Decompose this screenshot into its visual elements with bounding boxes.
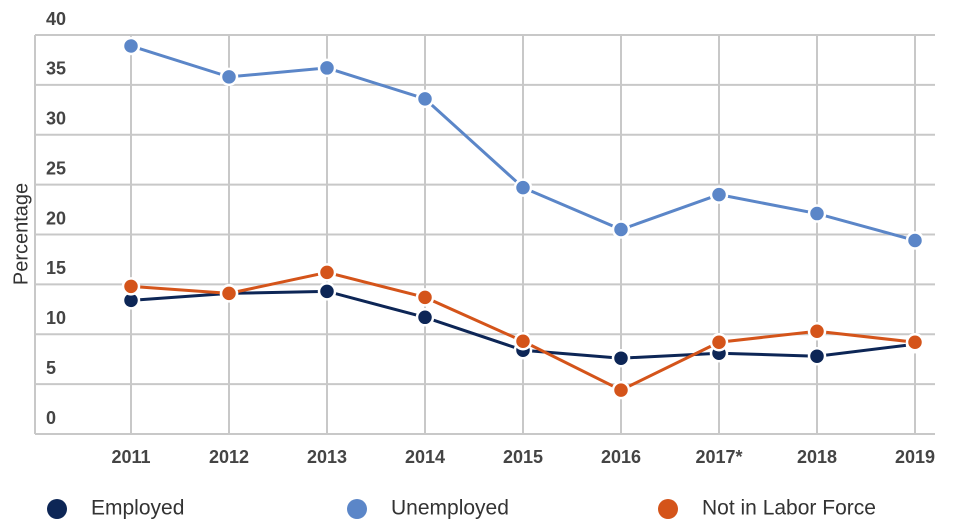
data-point — [317, 263, 337, 282]
legend-marker — [347, 499, 367, 519]
legend-label: Not in Labor Force — [702, 497, 876, 520]
data-point — [121, 36, 141, 56]
x-tick-label: 2013 — [307, 447, 347, 467]
data-point — [611, 348, 631, 368]
data-point — [317, 58, 337, 78]
legend-marker — [658, 499, 678, 519]
data-point — [219, 284, 239, 303]
data-point — [219, 67, 239, 87]
data-point — [415, 308, 435, 327]
data-point — [709, 332, 729, 352]
x-tick-label: 2016 — [601, 447, 641, 467]
y-tick-label: 25 — [46, 158, 66, 178]
data-point — [513, 331, 533, 351]
y-tick-label: 30 — [46, 109, 66, 129]
data-point — [415, 89, 435, 109]
legend-label: Unemployed — [391, 497, 509, 520]
x-tick-label: 2011 — [111, 447, 150, 467]
x-tick-label: 2014 — [405, 447, 445, 467]
y-axis-label: Percentage — [10, 183, 32, 285]
legend-label: Employed — [91, 497, 184, 520]
data-point — [905, 332, 925, 352]
data-point — [807, 346, 827, 366]
y-tick-label: 5 — [46, 358, 56, 378]
y-tick-label: 35 — [46, 59, 66, 79]
x-tick-label: 2018 — [797, 447, 837, 467]
data-point — [709, 185, 729, 204]
y-tick-label: 0 — [46, 408, 56, 428]
x-tick-label: 2019 — [895, 447, 935, 467]
y-tick-label: 10 — [46, 308, 66, 328]
data-point — [611, 380, 631, 400]
data-point — [121, 277, 141, 296]
data-point — [513, 178, 533, 197]
x-tick-label: 2017* — [695, 447, 742, 467]
y-tick-label: 15 — [46, 258, 66, 278]
legend-marker — [47, 499, 67, 519]
y-tick-label: 40 — [46, 9, 66, 29]
data-point — [807, 204, 827, 223]
x-tick-label: 2015 — [503, 447, 543, 467]
data-point — [415, 288, 435, 307]
data-point — [807, 322, 827, 341]
data-point — [905, 231, 925, 250]
y-tick-label: 20 — [46, 208, 66, 228]
data-point — [611, 220, 631, 239]
data-point — [317, 282, 337, 301]
x-tick-label: 2012 — [209, 447, 249, 467]
